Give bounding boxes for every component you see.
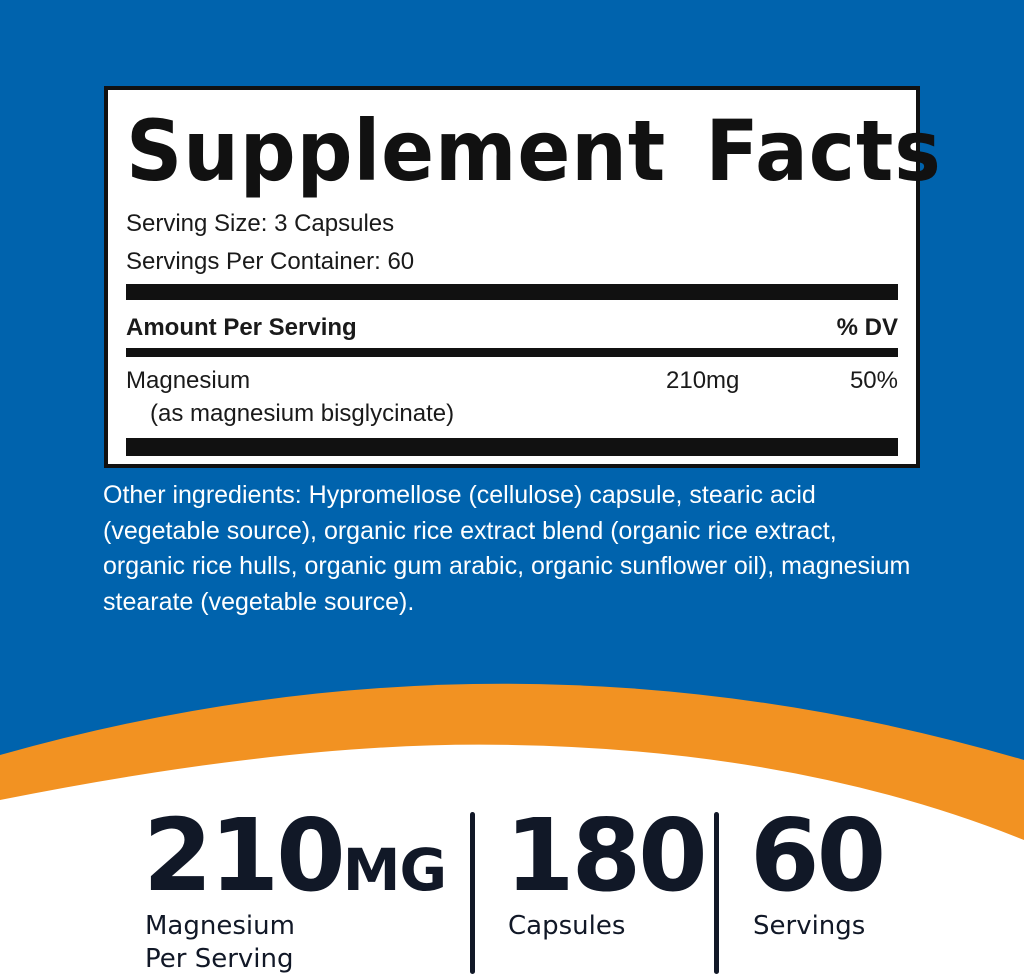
facts-title: Supplement Facts bbox=[126, 102, 942, 200]
stat-value: 210 bbox=[143, 797, 346, 914]
stat-capsules-value: 180 bbox=[505, 797, 708, 914]
nutrient-name: Magnesium bbox=[126, 367, 251, 394]
white-area bbox=[0, 744, 1024, 978]
nutrient-detail: (as magnesium bisglycinate) bbox=[150, 400, 455, 427]
stat-label-line1: Magnesium bbox=[145, 911, 295, 941]
divider-thick bbox=[126, 284, 898, 300]
divider-bottom bbox=[126, 438, 898, 456]
nutrient-amount: 210mg bbox=[666, 367, 740, 394]
stat-label-line2: Per Serving bbox=[145, 944, 294, 974]
stat-servings-value: 60 bbox=[750, 797, 886, 914]
stat-divider bbox=[470, 812, 475, 974]
serving-size: Serving Size: 3 Capsules bbox=[126, 210, 395, 237]
dv-header: % DV bbox=[836, 314, 898, 341]
stat-capsules-label: Capsules bbox=[508, 911, 626, 941]
supplement-facts-panel: Supplement Facts Serving Size: 3 Capsule… bbox=[104, 86, 941, 468]
stat-unit: MG bbox=[342, 836, 447, 904]
divider-medium bbox=[126, 348, 898, 357]
amount-per-serving-header: Amount Per Serving bbox=[126, 314, 357, 341]
other-ingredients: Other ingredients: Hypromellose (cellulo… bbox=[103, 481, 911, 616]
nutrient-dv: 50% bbox=[849, 367, 898, 394]
stat-label: Magnesium Per Serving bbox=[145, 910, 295, 976]
stat-magnesium: 210MG bbox=[143, 806, 447, 906]
servings-per-container: Servings Per Container: 60 bbox=[126, 248, 415, 275]
stat-servings-label: Servings bbox=[753, 911, 866, 941]
stat-divider bbox=[714, 812, 719, 974]
